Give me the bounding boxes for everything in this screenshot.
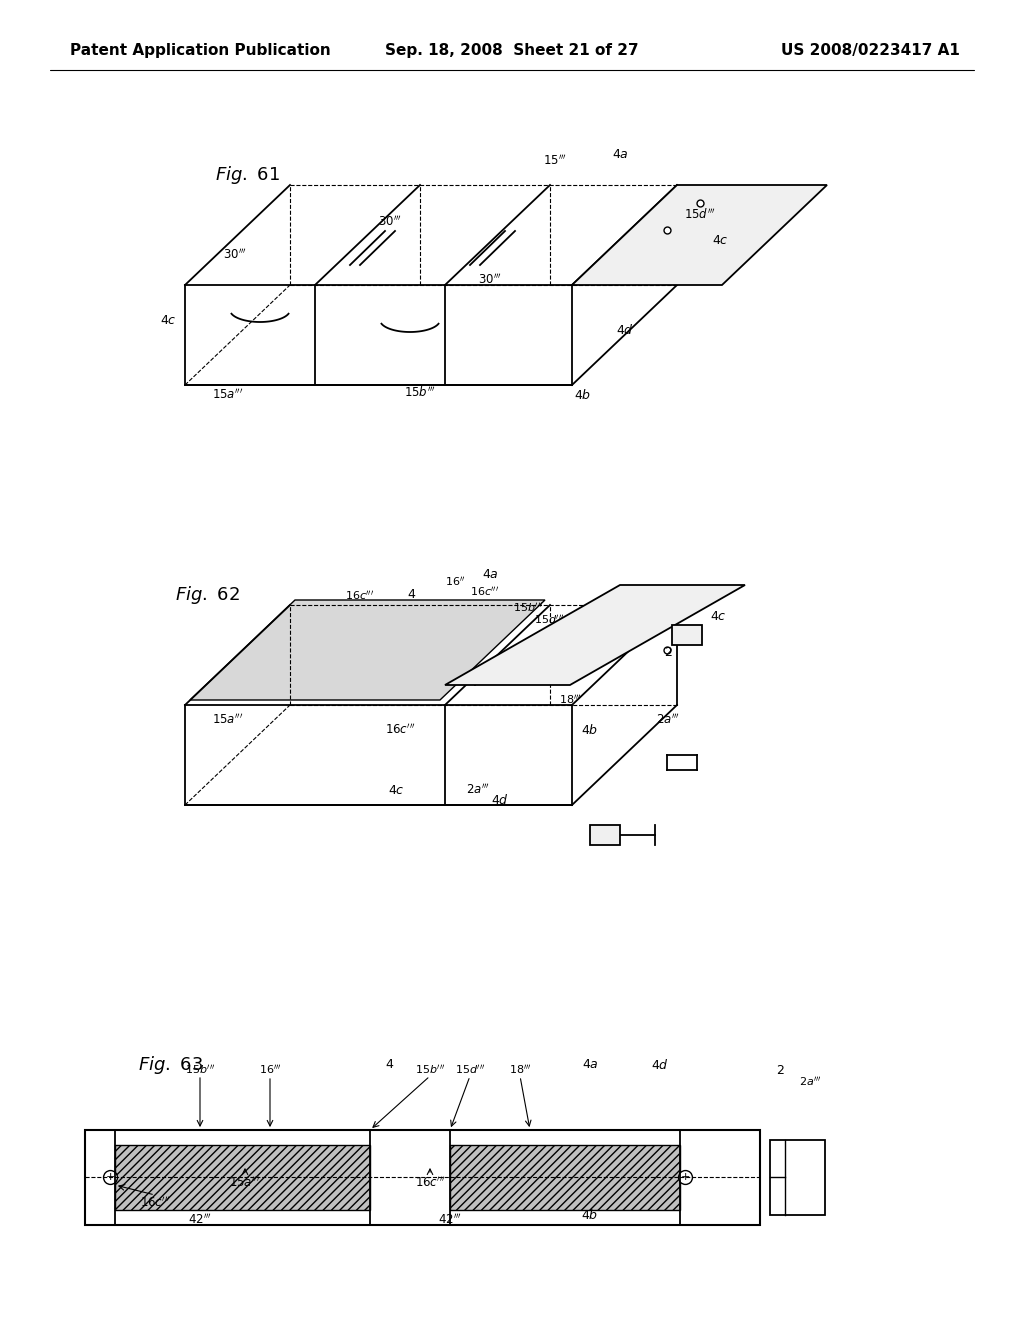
Polygon shape	[115, 1144, 370, 1210]
Text: $15b^{\prime\prime\prime}$: $15b^{\prime\prime\prime}$	[403, 385, 436, 400]
Text: $16c^{\prime\prime\prime}$: $16c^{\prime\prime\prime}$	[345, 589, 375, 602]
Polygon shape	[190, 601, 545, 700]
Text: $4c$: $4c$	[388, 784, 404, 796]
Text: $16c^{\prime\prime\prime}$: $16c^{\prime\prime\prime}$	[415, 1176, 445, 1191]
Text: $30^{\prime\prime\prime}$: $30^{\prime\prime\prime}$	[478, 273, 502, 288]
Text: +: +	[680, 1172, 690, 1181]
Text: $2a^{\prime\prime\prime}$: $2a^{\prime\prime\prime}$	[656, 713, 680, 727]
Text: $15d^{\prime\prime\prime}$: $15d^{\prime\prime\prime}$	[455, 1064, 485, 1077]
Text: $15d^{\prime\prime\prime}$: $15d^{\prime\prime\prime}$	[534, 612, 564, 626]
Text: $4c$: $4c$	[160, 314, 176, 326]
Polygon shape	[590, 825, 620, 845]
Polygon shape	[445, 585, 745, 685]
Text: $15a^{\prime\prime\prime}$: $15a^{\prime\prime\prime}$	[229, 1176, 261, 1191]
Text: $Fig.\ 62$: $Fig.\ 62$	[175, 583, 240, 606]
Text: $42^{\prime\prime\prime}$: $42^{\prime\prime\prime}$	[438, 1213, 462, 1228]
Text: $4d$: $4d$	[616, 323, 634, 337]
Text: $15^{\prime\prime\prime}$: $15^{\prime\prime\prime}$	[543, 153, 567, 168]
Text: $2$: $2$	[664, 645, 673, 659]
Text: $16^{\prime\prime\prime}$: $16^{\prime\prime\prime}$	[259, 1064, 282, 1077]
Text: $4a$: $4a$	[582, 1059, 598, 1072]
Polygon shape	[672, 624, 702, 645]
Text: $18^{\prime\prime\prime}$: $18^{\prime\prime\prime}$	[559, 693, 582, 706]
Text: $16c^{\prime\prime\prime}$: $16c^{\prime\prime\prime}$	[385, 723, 416, 738]
Text: $4c$: $4c$	[710, 610, 726, 623]
Text: $4$: $4$	[385, 1059, 394, 1072]
Text: $42^{\prime\prime\prime}$: $42^{\prime\prime\prime}$	[188, 1213, 212, 1228]
Text: +: +	[105, 1172, 115, 1181]
Text: $15b^{\prime\prime\prime}$: $15b^{\prime\prime\prime}$	[415, 1064, 445, 1077]
Text: $4$: $4$	[408, 589, 417, 602]
Text: $15b^{\prime\prime\prime}$: $15b^{\prime\prime\prime}$	[513, 601, 543, 614]
Text: $15a^{\prime\prime\prime}$: $15a^{\prime\prime\prime}$	[212, 713, 244, 727]
Text: $30^{\prime\prime\prime}$: $30^{\prime\prime\prime}$	[223, 248, 247, 263]
Text: Sep. 18, 2008  Sheet 21 of 27: Sep. 18, 2008 Sheet 21 of 27	[385, 42, 639, 58]
Text: $Fig.\ 63$: $Fig.\ 63$	[138, 1053, 204, 1076]
Polygon shape	[770, 1140, 825, 1214]
Text: $16c^{\prime\prime\prime}$: $16c^{\prime\prime\prime}$	[139, 1196, 170, 1210]
Text: $2a^{\prime\prime\prime}$: $2a^{\prime\prime\prime}$	[466, 783, 489, 797]
Text: $4d$: $4d$	[492, 793, 509, 807]
Text: $2$: $2$	[776, 1064, 784, 1077]
Text: $30^{\prime\prime\prime}$: $30^{\prime\prime\prime}$	[378, 215, 401, 230]
Text: $4a$: $4a$	[611, 149, 629, 161]
Polygon shape	[85, 1130, 760, 1225]
Text: $4d$: $4d$	[651, 1059, 669, 1072]
Text: $15b^{\prime\prime\prime}$: $15b^{\prime\prime\prime}$	[185, 1064, 215, 1077]
Text: $2a^{\prime\prime\prime}$: $2a^{\prime\prime\prime}$	[799, 1076, 821, 1089]
Text: $4b$: $4b$	[574, 388, 592, 403]
Text: $4b$: $4b$	[582, 723, 599, 737]
Text: Patent Application Publication: Patent Application Publication	[70, 42, 331, 58]
Text: $4a$: $4a$	[481, 569, 499, 582]
Text: US 2008/0223417 A1: US 2008/0223417 A1	[781, 42, 961, 58]
Text: $16c^{\prime\prime\prime}$: $16c^{\prime\prime\prime}$	[470, 585, 500, 598]
Text: $18^{\prime\prime\prime}$: $18^{\prime\prime\prime}$	[509, 1064, 531, 1077]
Polygon shape	[450, 1144, 680, 1210]
Text: $15a^{\prime\prime\prime}$: $15a^{\prime\prime\prime}$	[212, 388, 244, 403]
Text: $16^{\prime\prime}$: $16^{\prime\prime}$	[444, 576, 465, 589]
Text: $4c$: $4c$	[712, 234, 728, 247]
Text: $Fig.\ 61$: $Fig.\ 61$	[215, 164, 280, 186]
Polygon shape	[572, 185, 827, 285]
Text: $15d^{\prime\prime\prime}$: $15d^{\prime\prime\prime}$	[684, 207, 716, 222]
Text: $4b$: $4b$	[582, 1208, 599, 1222]
